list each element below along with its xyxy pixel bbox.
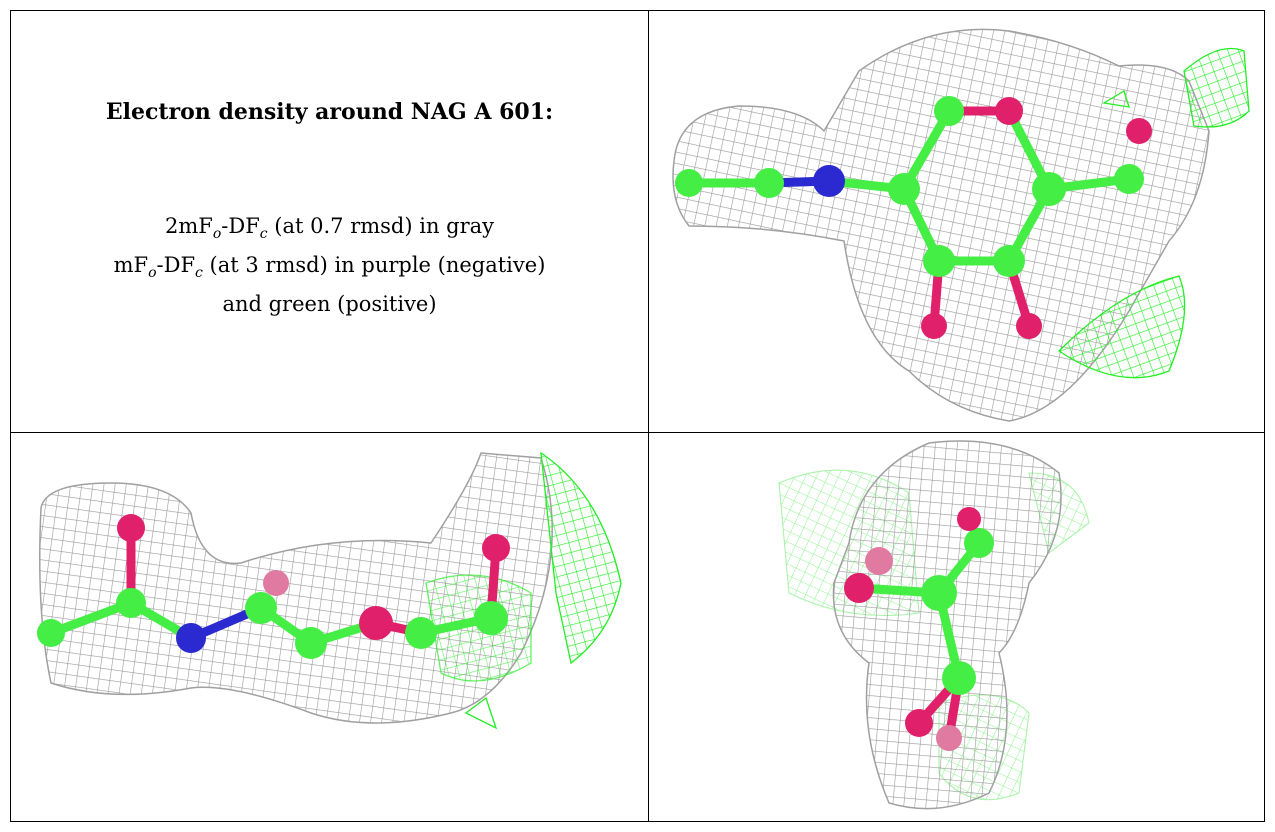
legend-text: -DF (156, 253, 196, 278)
legend-cell: Electron density around NAG A 601: 2mFo-… (11, 11, 648, 432)
legend-subscript: o (148, 265, 157, 282)
legend-text: -DF (221, 214, 260, 238)
green-density-mesh (1057, 275, 1186, 379)
legend-line-2fo: 2mFo-DFc (at 0.7 rmsd) in gray (11, 211, 648, 250)
figure-table (10, 10, 1265, 822)
legend-line-fo: mFo-DFc (at 3 rmsd) in purple (negative) (11, 250, 648, 289)
figure-title: Electron density around NAG A 601: (105, 99, 554, 125)
legend-text: (at 0.7 rmsd) in gray (267, 214, 495, 238)
density-view-side (11, 433, 648, 822)
figure-description: 2mFo-DFc (at 0.7 rmsd) in gray mFo-DFc (… (11, 211, 648, 320)
legend-subscript: o (212, 226, 222, 243)
legend-text: mF (113, 253, 149, 278)
green-density-mesh (1183, 47, 1250, 128)
nag-molecule (844, 507, 994, 751)
table-divider-vertical (648, 10, 649, 822)
legend-subscript: c (259, 226, 268, 243)
table-divider-horizontal (10, 432, 1265, 433)
gray-density-mesh (672, 28, 1210, 422)
density-view-top (649, 11, 1265, 432)
legend-subscript: c (195, 265, 203, 282)
legend-line-positive: and green (positive) (222, 292, 437, 317)
legend-text: (at 3 rmsd) in purple (negative) (202, 253, 546, 278)
nag-molecule (37, 514, 510, 659)
nag-molecule (675, 96, 1152, 339)
gray-density-mesh (39, 452, 553, 724)
density-view-end (649, 433, 1265, 822)
green-density-mesh (540, 451, 622, 665)
legend-text: 2mF (164, 214, 213, 238)
